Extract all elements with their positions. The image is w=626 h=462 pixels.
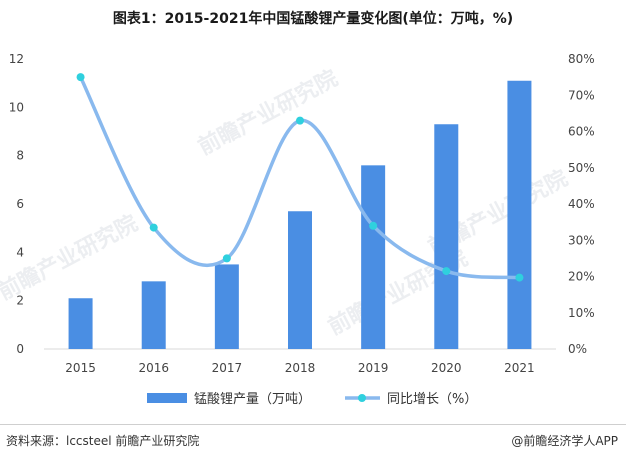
y-left-tick-label: 10 (9, 100, 24, 114)
growth-point (515, 273, 524, 282)
x-tick-label: 2021 (504, 361, 535, 375)
footer-divider (0, 424, 626, 425)
y-right-tick-label: 50% (568, 161, 595, 175)
bar (68, 298, 93, 349)
y-right-tick-label: 70% (568, 88, 595, 102)
bar (507, 80, 532, 349)
chart: 0 2 4 6 8 10 12 0% 10% 20% 30% 40% 50% 60% 70% 80% 2015 2… (9, 52, 595, 407)
y-left-tick-label: 8 (16, 149, 24, 163)
x-tick-label: 2019 (358, 361, 389, 375)
y-left-tick-label: 12 (9, 52, 24, 66)
growth-point (296, 116, 304, 125)
growth-line (78, 75, 522, 280)
y-right-tick-label: 80% (568, 52, 595, 66)
bar (361, 165, 386, 349)
bar (288, 211, 312, 349)
growth-point (369, 221, 378, 230)
y-right-tick-label: 40% (568, 197, 595, 211)
y-right-tick-label: 30% (568, 233, 595, 247)
bar (434, 124, 459, 349)
growth-point (149, 223, 158, 232)
growth-point (76, 73, 85, 82)
y-right-tick-label: 20% (568, 270, 595, 284)
chart-title: 图表1：2015-2021年中国锰酸锂产量变化图(单位：万吨，%) (112, 11, 514, 27)
x-tick-label: 2020 (431, 361, 462, 375)
x-tick-label: 2016 (138, 361, 169, 375)
x-tick-label: 2015 (65, 361, 96, 375)
legend-bar-swatch (147, 393, 187, 403)
bar (141, 281, 166, 349)
growth-point (222, 254, 231, 263)
legend-bar-label: 锰酸锂产量（万吨） (194, 392, 311, 407)
x-tick-label: 2017 (212, 361, 243, 375)
y-right-tick-label: 10% (568, 306, 595, 320)
legend-line-label: 同比增长（%） (387, 392, 477, 407)
publisher-credit: @前瞻经济学人APP (511, 434, 618, 448)
y-right-tick-label: 60% (568, 125, 595, 139)
bar (214, 264, 239, 349)
y-left-tick-label: 0 (16, 342, 24, 356)
growth-point (442, 267, 451, 276)
y-left-tick-label: 2 (16, 294, 24, 308)
x-tick-label: 2018 (285, 361, 316, 375)
legend-line-marker (358, 394, 366, 402)
y-left-tick-label: 4 (16, 245, 24, 259)
source-note: 资料来源：lccsteel 前瞻产业研究院 (6, 434, 200, 448)
y-right-tick-label: 0% (568, 342, 587, 356)
y-left-tick-label: 6 (16, 197, 24, 211)
